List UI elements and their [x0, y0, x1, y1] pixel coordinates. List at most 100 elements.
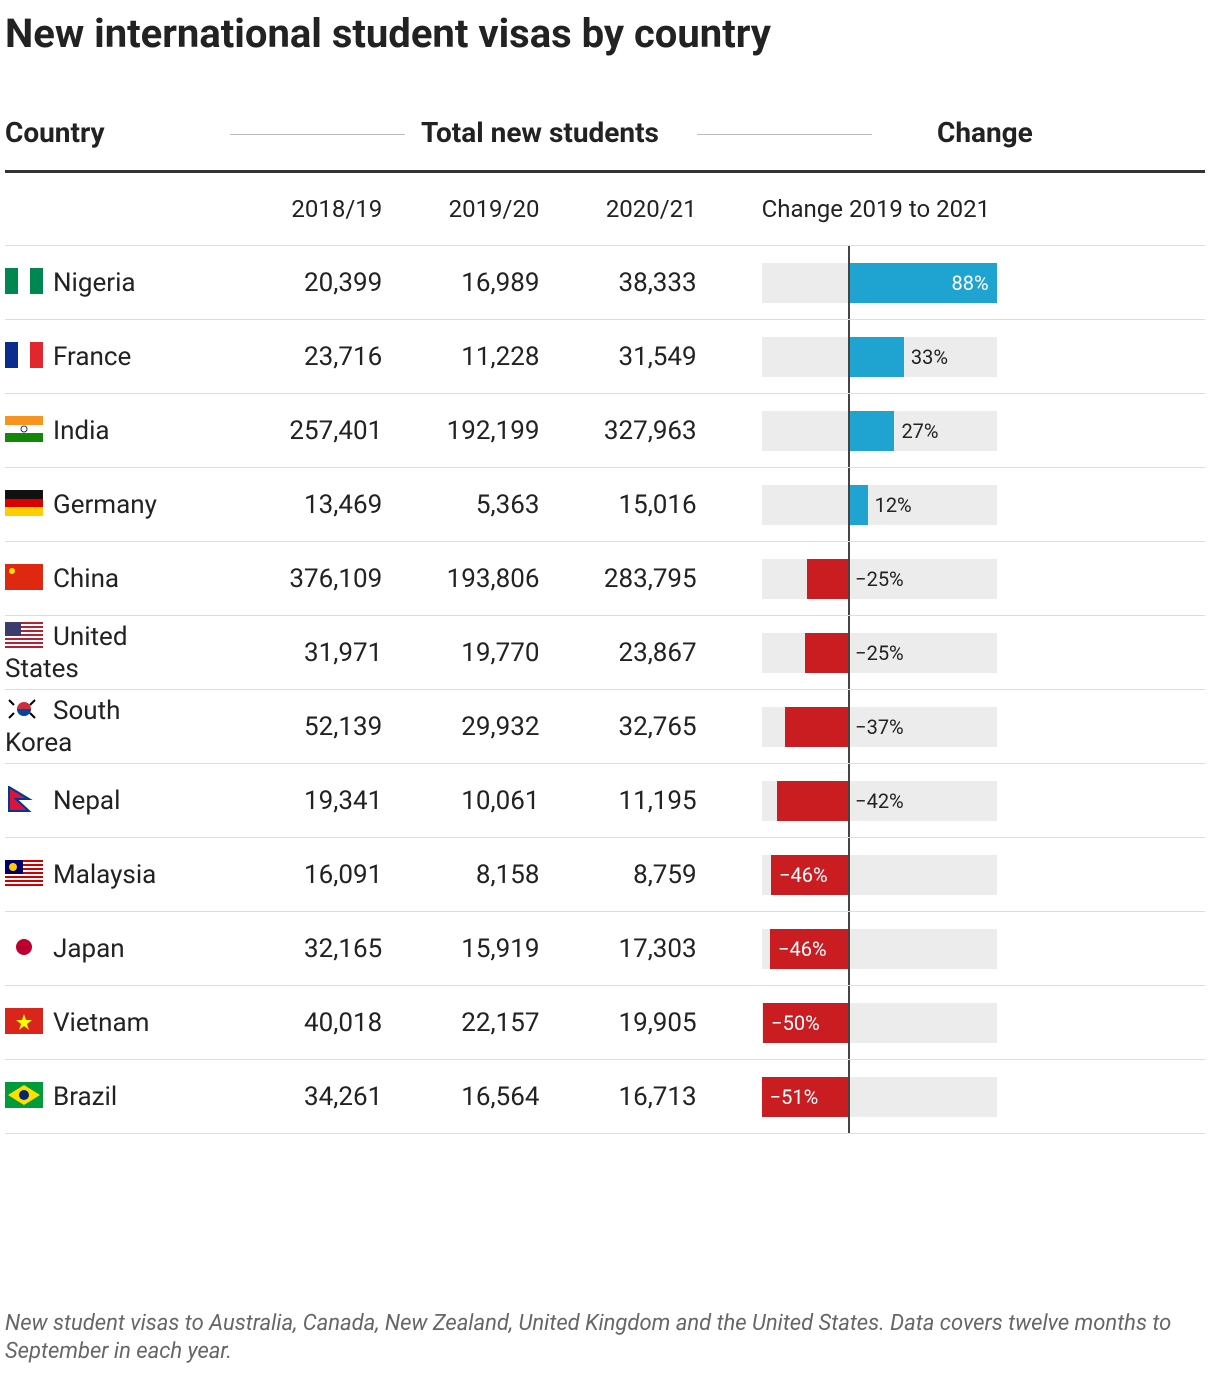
axis-line — [848, 1060, 850, 1133]
change-cell: −25% — [696, 615, 1205, 690]
bar — [805, 632, 849, 673]
country: South Korea — [5, 695, 121, 758]
country: Germany — [53, 489, 157, 520]
table: 2018/19 2019/20 2020/21 Change 2019 to 2… — [5, 173, 1205, 1134]
axis-line — [848, 394, 850, 467]
bar-track: −46% — [761, 854, 997, 895]
change-cell: −46% — [696, 911, 1205, 986]
title: New international student visas by count… — [5, 10, 771, 57]
flag — [5, 267, 43, 294]
row: Germany 13,469 5,363 15,016 12% — [5, 467, 1205, 542]
change-cell: 88% — [696, 245, 1205, 320]
row: Malaysia 16,091 8,158 8,759 −46% — [5, 837, 1205, 912]
value: 16,713 — [539, 1059, 697, 1134]
country: China — [53, 563, 120, 594]
value: 327,963 — [539, 393, 697, 468]
row: Nigeria 20,399 16,989 38,333 88% — [5, 245, 1205, 320]
bar-track: −37% — [761, 706, 997, 747]
bar-track: −46% — [761, 928, 997, 969]
country: Vietnam — [53, 1007, 150, 1038]
change-cell: 33% — [696, 319, 1205, 394]
value: 23,867 — [539, 615, 697, 690]
flag — [8, 784, 33, 812]
country-cell: Nigeria — [5, 245, 225, 320]
row: India 257,401 192,199 327,963 27% — [5, 393, 1205, 468]
bar-track: 33% — [761, 336, 997, 377]
change-label: 33% — [910, 344, 949, 369]
value: 15,016 — [539, 467, 697, 542]
value: 17,303 — [539, 911, 697, 986]
value: 5,363 — [382, 467, 540, 542]
bar — [763, 1002, 849, 1043]
value: 8,759 — [539, 837, 697, 912]
country: India — [53, 415, 110, 446]
flag — [5, 1007, 43, 1034]
change-cell: −51% — [696, 1059, 1205, 1134]
bar — [777, 780, 849, 821]
country-cell: United States — [5, 615, 225, 690]
country: Nigeria — [53, 267, 136, 298]
value: 20,399 — [225, 245, 383, 320]
value: 15,919 — [382, 911, 540, 986]
value: 19,905 — [539, 985, 697, 1060]
country: Brazil — [53, 1081, 118, 1112]
header-group: Total new students — [421, 116, 659, 149]
value: 16,091 — [225, 837, 383, 912]
country: Japan — [53, 933, 125, 964]
bar — [770, 928, 849, 969]
value: 19,770 — [382, 615, 540, 690]
change-cell: −42% — [696, 763, 1205, 838]
value: 23,716 — [225, 319, 383, 394]
row: Japan 32,165 15,919 17,303 −46% — [5, 911, 1205, 986]
rule — [697, 134, 872, 135]
flag — [8, 698, 36, 719]
bar — [848, 484, 868, 525]
axis-line — [848, 616, 850, 689]
change-label: 27% — [901, 418, 939, 443]
country-cell: China — [5, 541, 225, 616]
value: 32,765 — [539, 689, 697, 764]
value: 40,018 — [225, 985, 383, 1060]
row: South Korea 52,139 29,932 32,765 −37% — [5, 689, 1205, 764]
change-label: 12% — [874, 492, 912, 517]
change-cell: −25% — [696, 541, 1205, 616]
bar — [848, 336, 904, 377]
change-cell: 27% — [696, 393, 1205, 468]
country: France — [53, 341, 132, 372]
table-body: 2018/19 2019/20 2020/21 Change 2019 to 2… — [5, 173, 1205, 1134]
value: 11,195 — [539, 763, 697, 838]
flag — [5, 563, 43, 590]
year: 2018/19 — [225, 173, 383, 246]
header-country: Country — [5, 116, 105, 149]
value: 283,795 — [539, 541, 697, 616]
flag — [5, 415, 43, 442]
axis-line — [848, 912, 850, 985]
value: 8,158 — [382, 837, 540, 912]
change-cell: −37% — [696, 689, 1205, 764]
header: Country Total new students Change — [5, 112, 1205, 173]
value: 34,261 — [225, 1059, 383, 1134]
value: 31,971 — [225, 615, 383, 690]
year: 2020/21 — [539, 173, 697, 246]
bar — [848, 262, 997, 303]
country-cell: Malaysia — [5, 837, 225, 912]
country: Malaysia — [53, 859, 157, 890]
subheader: 2018/19 2019/20 2020/21 Change 2019 to 2… — [5, 173, 1205, 246]
change-cell: 12% — [696, 467, 1205, 542]
country-cell: Nepal — [5, 763, 225, 838]
value: 22,157 — [382, 985, 540, 1060]
value: 257,401 — [225, 393, 383, 468]
country: United States — [5, 621, 128, 684]
value: 38,333 — [539, 245, 697, 320]
change-subheader: Change 2019 to 2021 — [696, 173, 1205, 246]
row: China 376,109 193,806 283,795 −25% — [5, 541, 1205, 616]
change-cell: −46% — [696, 837, 1205, 912]
axis-line — [848, 690, 850, 763]
cell — [5, 173, 225, 246]
axis-line — [848, 986, 850, 1059]
bar — [806, 558, 849, 599]
bar-track: −25% — [761, 558, 997, 599]
flag — [5, 1081, 43, 1108]
country: Nepal — [53, 785, 121, 816]
